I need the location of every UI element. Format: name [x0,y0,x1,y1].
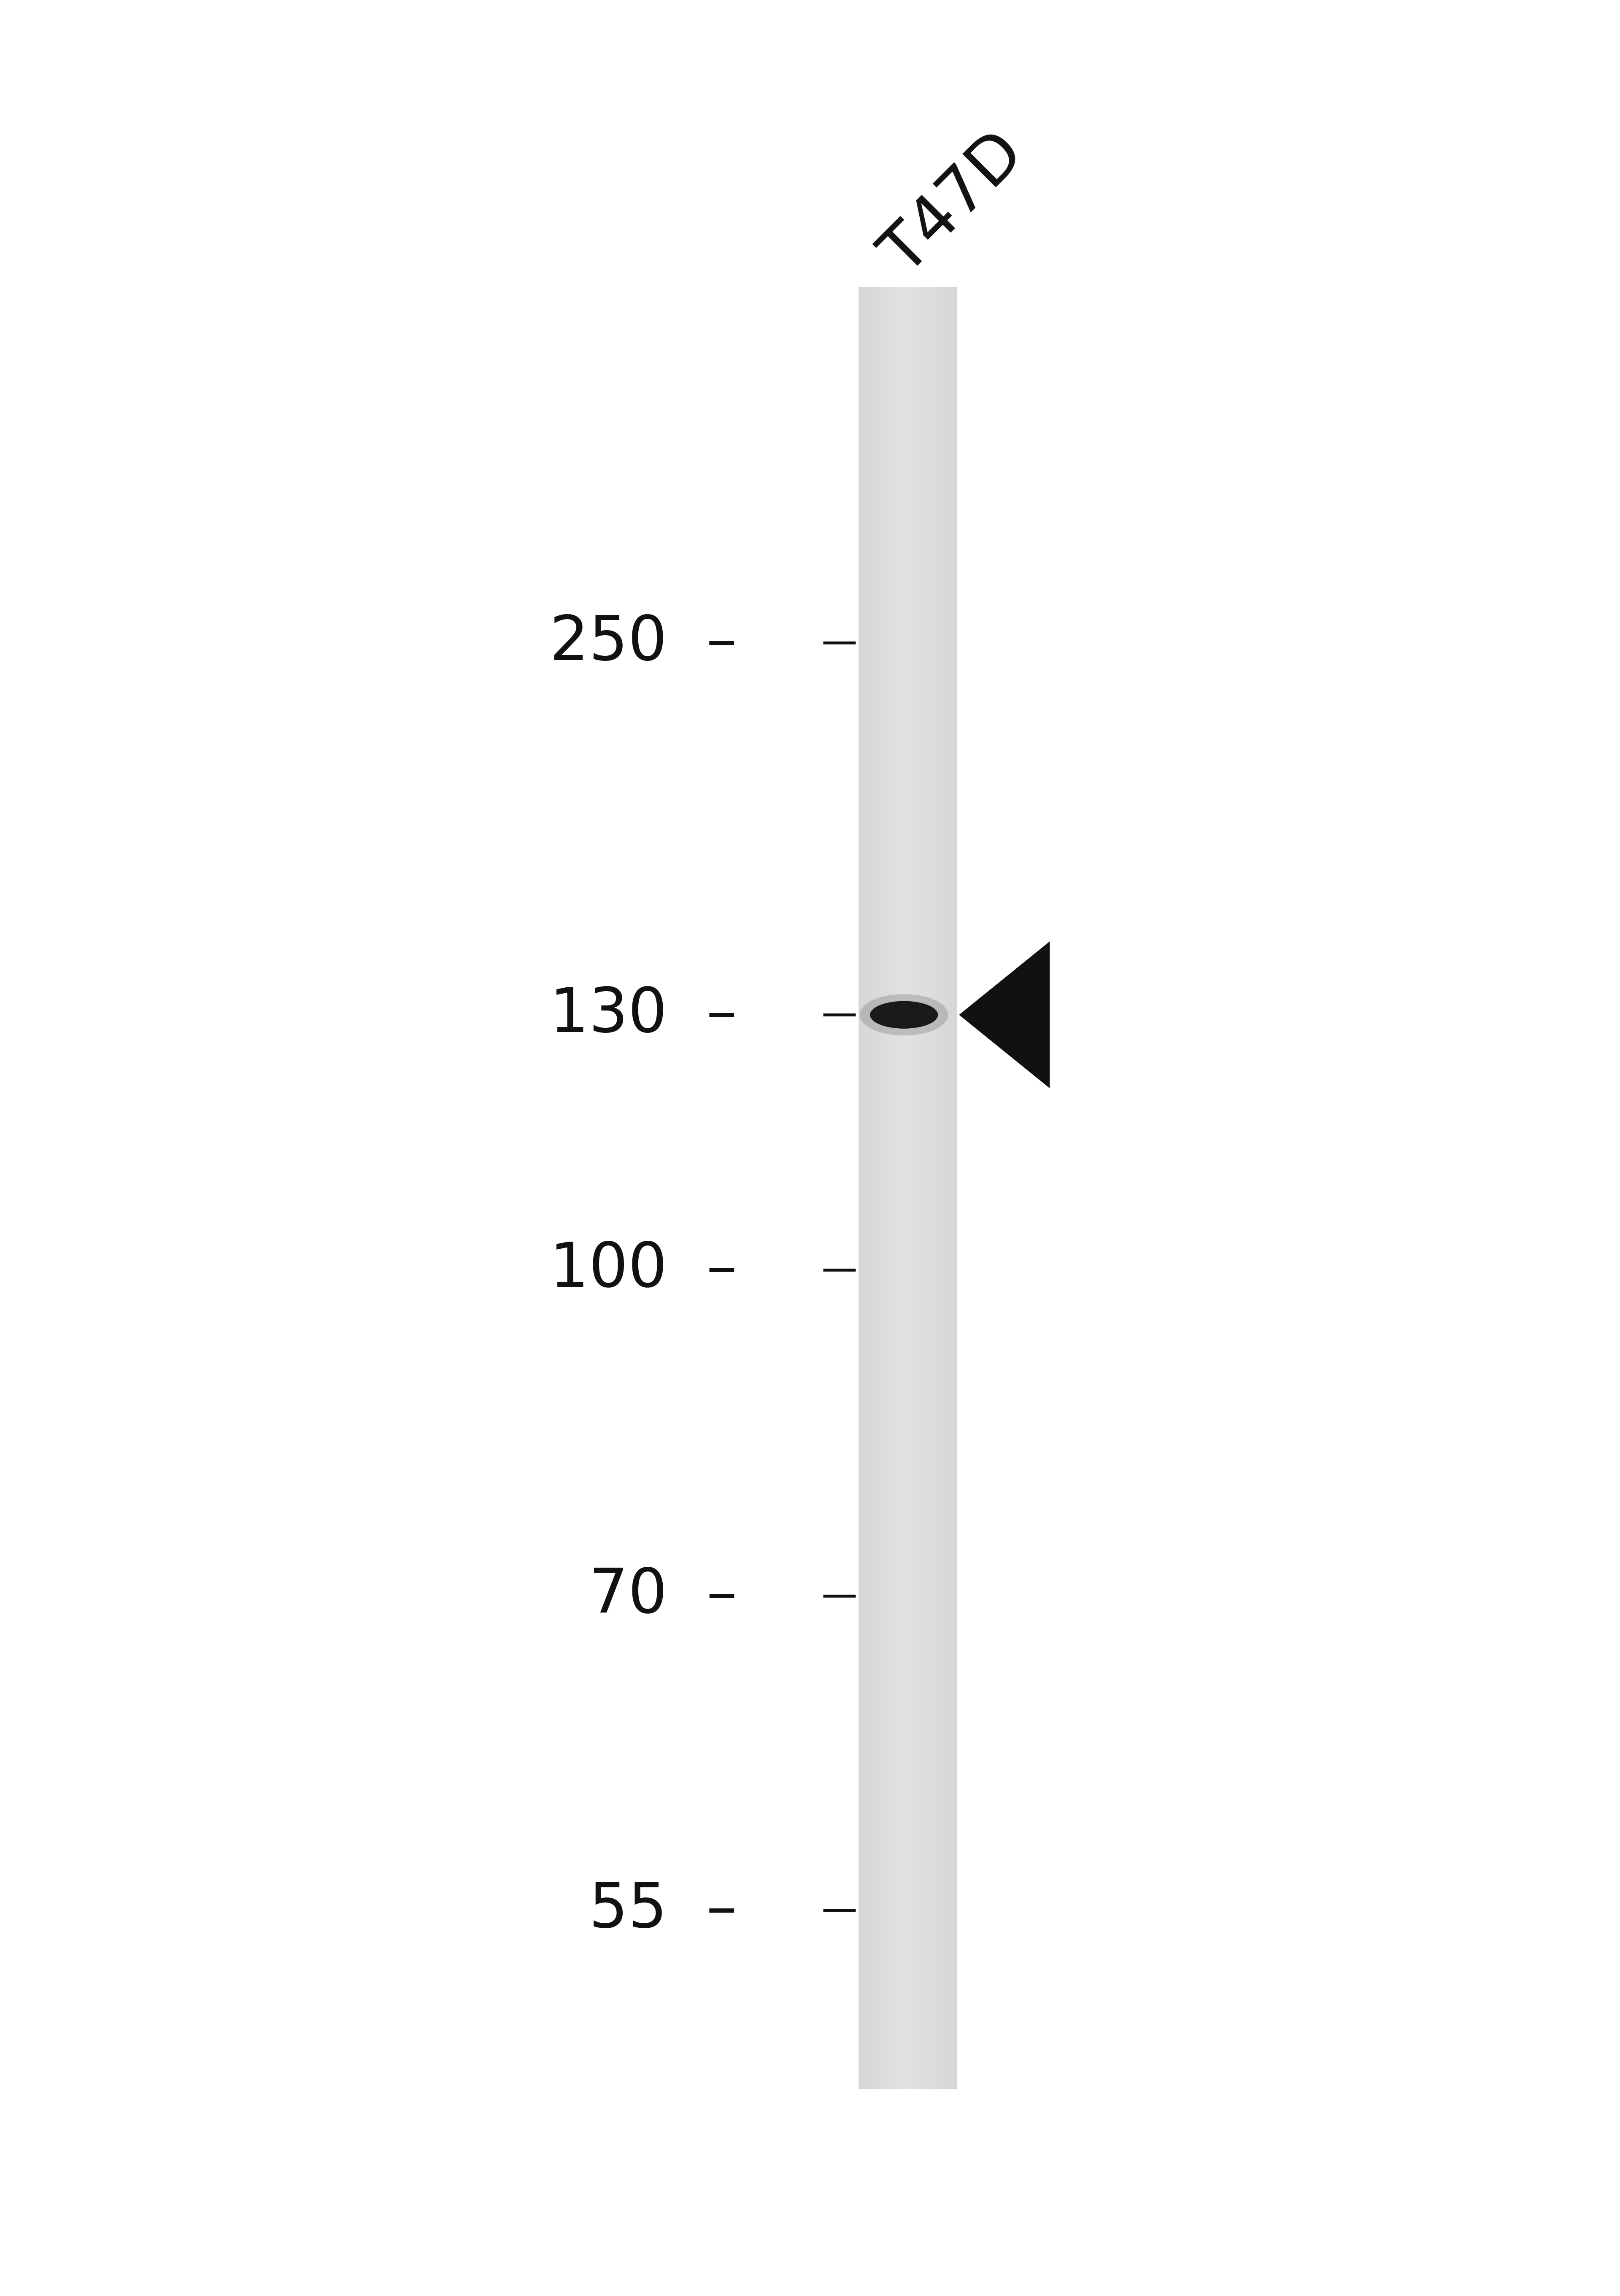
Bar [888,287,891,2089]
Bar [932,287,935,2089]
Bar [859,287,862,2089]
Bar [927,287,930,2089]
Bar [944,287,948,2089]
Bar [889,287,893,2089]
Bar [870,287,873,2089]
Bar [881,287,885,2089]
Bar [923,287,927,2089]
Ellipse shape [860,994,948,1035]
Bar [907,287,910,2089]
Bar [885,287,888,2089]
Bar [902,287,906,2089]
Bar [940,287,943,2089]
Bar [938,287,941,2089]
Bar [919,287,922,2089]
Bar [904,287,907,2089]
Bar [920,287,923,2089]
Bar [922,287,925,2089]
Bar [936,287,940,2089]
Text: 130  –: 130 – [549,985,737,1045]
Bar [941,287,944,2089]
Bar [901,287,904,2089]
Bar [863,287,867,2089]
Text: 70  –: 70 – [588,1566,737,1626]
Bar [875,287,878,2089]
Bar [917,287,920,2089]
Bar [886,287,889,2089]
Ellipse shape [870,1001,938,1029]
Bar [867,287,870,2089]
Bar [883,287,886,2089]
Bar [946,287,949,2089]
Polygon shape [959,941,1050,1088]
Bar [899,287,902,2089]
Bar [943,287,946,2089]
Bar [897,287,901,2089]
Bar [868,287,872,2089]
Text: 55  –: 55 – [590,1880,737,1940]
Bar [880,287,883,2089]
Bar [915,287,919,2089]
Bar [873,287,876,2089]
Text: 100  –: 100 – [549,1240,737,1300]
Bar [878,287,881,2089]
Bar [909,287,912,2089]
Bar [954,287,957,2089]
Bar [865,287,868,2089]
Bar [862,287,865,2089]
Bar [933,287,936,2089]
Bar [925,287,928,2089]
Bar [872,287,875,2089]
Bar [951,287,954,2089]
Bar [894,287,897,2089]
Bar [930,287,933,2089]
Bar [949,287,953,2089]
Text: T47D: T47D [872,122,1037,287]
Bar [948,287,951,2089]
Bar [906,287,909,2089]
Bar [893,287,896,2089]
Bar [928,287,931,2089]
Bar [891,287,894,2089]
Bar [876,287,880,2089]
Bar [935,287,938,2089]
Bar [912,287,915,2089]
Text: 250  –: 250 – [549,613,737,673]
Bar [860,287,863,2089]
Bar [896,287,899,2089]
Bar [914,287,917,2089]
Bar [953,287,956,2089]
Bar [910,287,914,2089]
